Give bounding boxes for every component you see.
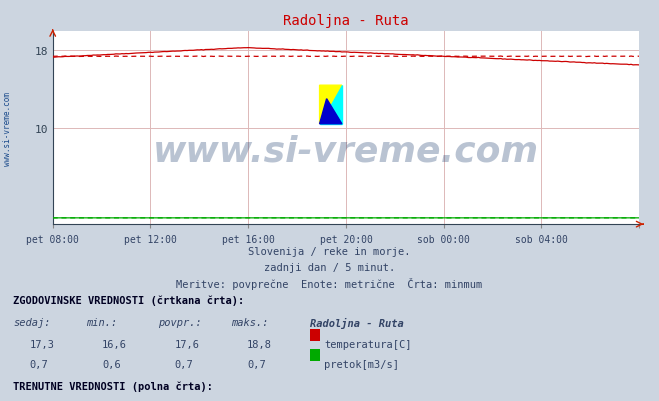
- Text: sob 00:00: sob 00:00: [417, 235, 470, 245]
- Text: ZGODOVINSKE VREDNOSTI (črtkana črta):: ZGODOVINSKE VREDNOSTI (črtkana črta):: [13, 295, 244, 305]
- Text: 16,6: 16,6: [102, 339, 127, 349]
- Text: sob 04:00: sob 04:00: [515, 235, 568, 245]
- Text: Meritve: povprečne  Enote: metrične  Črta: minmum: Meritve: povprečne Enote: metrične Črta:…: [177, 277, 482, 289]
- Text: pet 20:00: pet 20:00: [320, 235, 372, 245]
- Text: temperatura[C]: temperatura[C]: [324, 339, 412, 349]
- Text: 17,3: 17,3: [30, 339, 55, 349]
- Text: 0,7: 0,7: [175, 359, 193, 369]
- Text: maks.:: maks.:: [231, 317, 268, 327]
- Text: Slovenija / reke in morje.: Slovenija / reke in morje.: [248, 247, 411, 257]
- Text: min.:: min.:: [86, 317, 117, 327]
- Text: 0,7: 0,7: [247, 359, 266, 369]
- Text: pet 12:00: pet 12:00: [124, 235, 177, 245]
- Text: TRENUTNE VREDNOSTI (polna črta):: TRENUTNE VREDNOSTI (polna črta):: [13, 381, 213, 391]
- Text: sedaj:: sedaj:: [13, 317, 51, 327]
- Text: 0,6: 0,6: [102, 359, 121, 369]
- Title: Radoljna - Ruta: Radoljna - Ruta: [283, 14, 409, 28]
- Polygon shape: [320, 86, 342, 124]
- Polygon shape: [320, 86, 342, 124]
- Text: 0,7: 0,7: [30, 359, 48, 369]
- Text: povpr.:: povpr.:: [158, 317, 202, 327]
- Text: www.si-vreme.com: www.si-vreme.com: [153, 134, 539, 168]
- Text: pet 16:00: pet 16:00: [222, 235, 275, 245]
- Text: Radoljna - Ruta: Radoljna - Ruta: [310, 317, 403, 328]
- Text: 17,6: 17,6: [175, 339, 200, 349]
- Text: pet 08:00: pet 08:00: [26, 235, 79, 245]
- Text: www.si-vreme.com: www.si-vreme.com: [3, 91, 13, 165]
- Polygon shape: [320, 99, 342, 124]
- Text: zadnji dan / 5 minut.: zadnji dan / 5 minut.: [264, 262, 395, 272]
- Text: 18,8: 18,8: [247, 339, 272, 349]
- Text: pretok[m3/s]: pretok[m3/s]: [324, 359, 399, 369]
